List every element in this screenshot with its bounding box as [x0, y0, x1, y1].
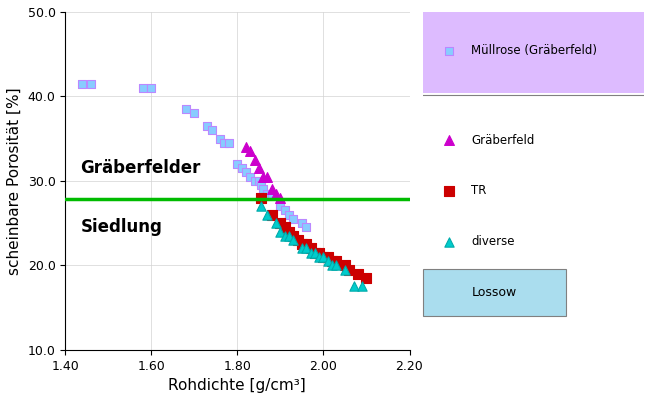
- Point: [275, 228, 285, 235]
- Point: [275, 203, 285, 209]
- Point: [314, 250, 324, 256]
- Point: [327, 262, 337, 268]
- Text: Gräberfeld: Gräberfeld: [471, 134, 534, 147]
- Point: [353, 270, 363, 277]
- Y-axis label: scheinbare Porosität [%]: scheinbare Porosität [%]: [7, 87, 22, 275]
- Point: [224, 140, 234, 146]
- Point: [284, 228, 294, 235]
- Point: [138, 85, 148, 91]
- Point: [263, 212, 273, 218]
- Point: [318, 254, 329, 260]
- Point: [284, 232, 294, 239]
- Point: [77, 80, 88, 87]
- Point: [263, 174, 273, 180]
- Text: diverse: diverse: [471, 235, 515, 248]
- Point: [254, 178, 264, 184]
- Point: [181, 106, 191, 112]
- Point: [280, 232, 290, 239]
- Point: [296, 220, 307, 226]
- Point: [361, 275, 372, 281]
- Point: [86, 80, 96, 87]
- Point: [254, 165, 264, 171]
- X-axis label: Rohdichte [g/cm³]: Rohdichte [g/cm³]: [168, 378, 306, 393]
- Point: [266, 190, 277, 197]
- Point: [215, 136, 226, 142]
- Point: [314, 254, 324, 260]
- Point: [256, 203, 266, 209]
- Point: [309, 250, 320, 256]
- Point: [256, 182, 266, 188]
- Point: [206, 127, 216, 133]
- Point: [444, 137, 454, 144]
- Point: [301, 245, 311, 252]
- Text: Gräberfelder: Gräberfelder: [81, 159, 201, 177]
- FancyBboxPatch shape: [422, 12, 644, 93]
- Point: [258, 174, 268, 180]
- Point: [296, 241, 307, 248]
- FancyBboxPatch shape: [422, 269, 566, 316]
- Point: [280, 224, 290, 230]
- Point: [284, 212, 294, 218]
- Point: [189, 110, 200, 116]
- Point: [245, 174, 255, 180]
- Text: Lossow: Lossow: [472, 286, 517, 299]
- Point: [266, 212, 277, 218]
- Point: [309, 250, 320, 256]
- Point: [444, 238, 454, 245]
- Point: [292, 237, 303, 243]
- Point: [275, 194, 285, 201]
- Point: [318, 254, 329, 260]
- Point: [322, 254, 333, 260]
- Point: [219, 140, 229, 146]
- Point: [357, 283, 367, 290]
- Point: [258, 186, 268, 192]
- Point: [245, 148, 255, 154]
- Text: Siedlung: Siedlung: [81, 218, 162, 236]
- Point: [250, 178, 260, 184]
- Point: [331, 258, 341, 264]
- Point: [444, 48, 454, 54]
- Point: [288, 237, 298, 243]
- Text: TR: TR: [471, 184, 486, 198]
- Point: [340, 266, 350, 273]
- Point: [344, 266, 354, 273]
- Point: [232, 161, 242, 167]
- Point: [444, 188, 454, 194]
- Point: [301, 241, 311, 248]
- Point: [288, 232, 298, 239]
- Point: [271, 220, 281, 226]
- Point: [322, 258, 333, 264]
- Point: [275, 220, 285, 226]
- Point: [271, 190, 281, 197]
- Point: [202, 123, 213, 129]
- Point: [348, 283, 359, 290]
- Text: Müllrose (Gräberfeld): Müllrose (Gräberfeld): [471, 44, 597, 57]
- Point: [250, 156, 260, 163]
- Point: [306, 245, 316, 252]
- Point: [240, 144, 251, 150]
- Point: [296, 245, 307, 252]
- Point: [240, 169, 251, 176]
- Point: [306, 250, 316, 256]
- Point: [146, 85, 157, 91]
- Point: [288, 216, 298, 222]
- Point: [280, 207, 290, 214]
- Point: [263, 190, 273, 197]
- Point: [237, 165, 247, 171]
- Point: [327, 258, 337, 264]
- Point: [266, 186, 277, 192]
- Point: [301, 224, 311, 230]
- Point: [256, 194, 266, 201]
- Point: [331, 262, 341, 268]
- Point: [340, 262, 350, 268]
